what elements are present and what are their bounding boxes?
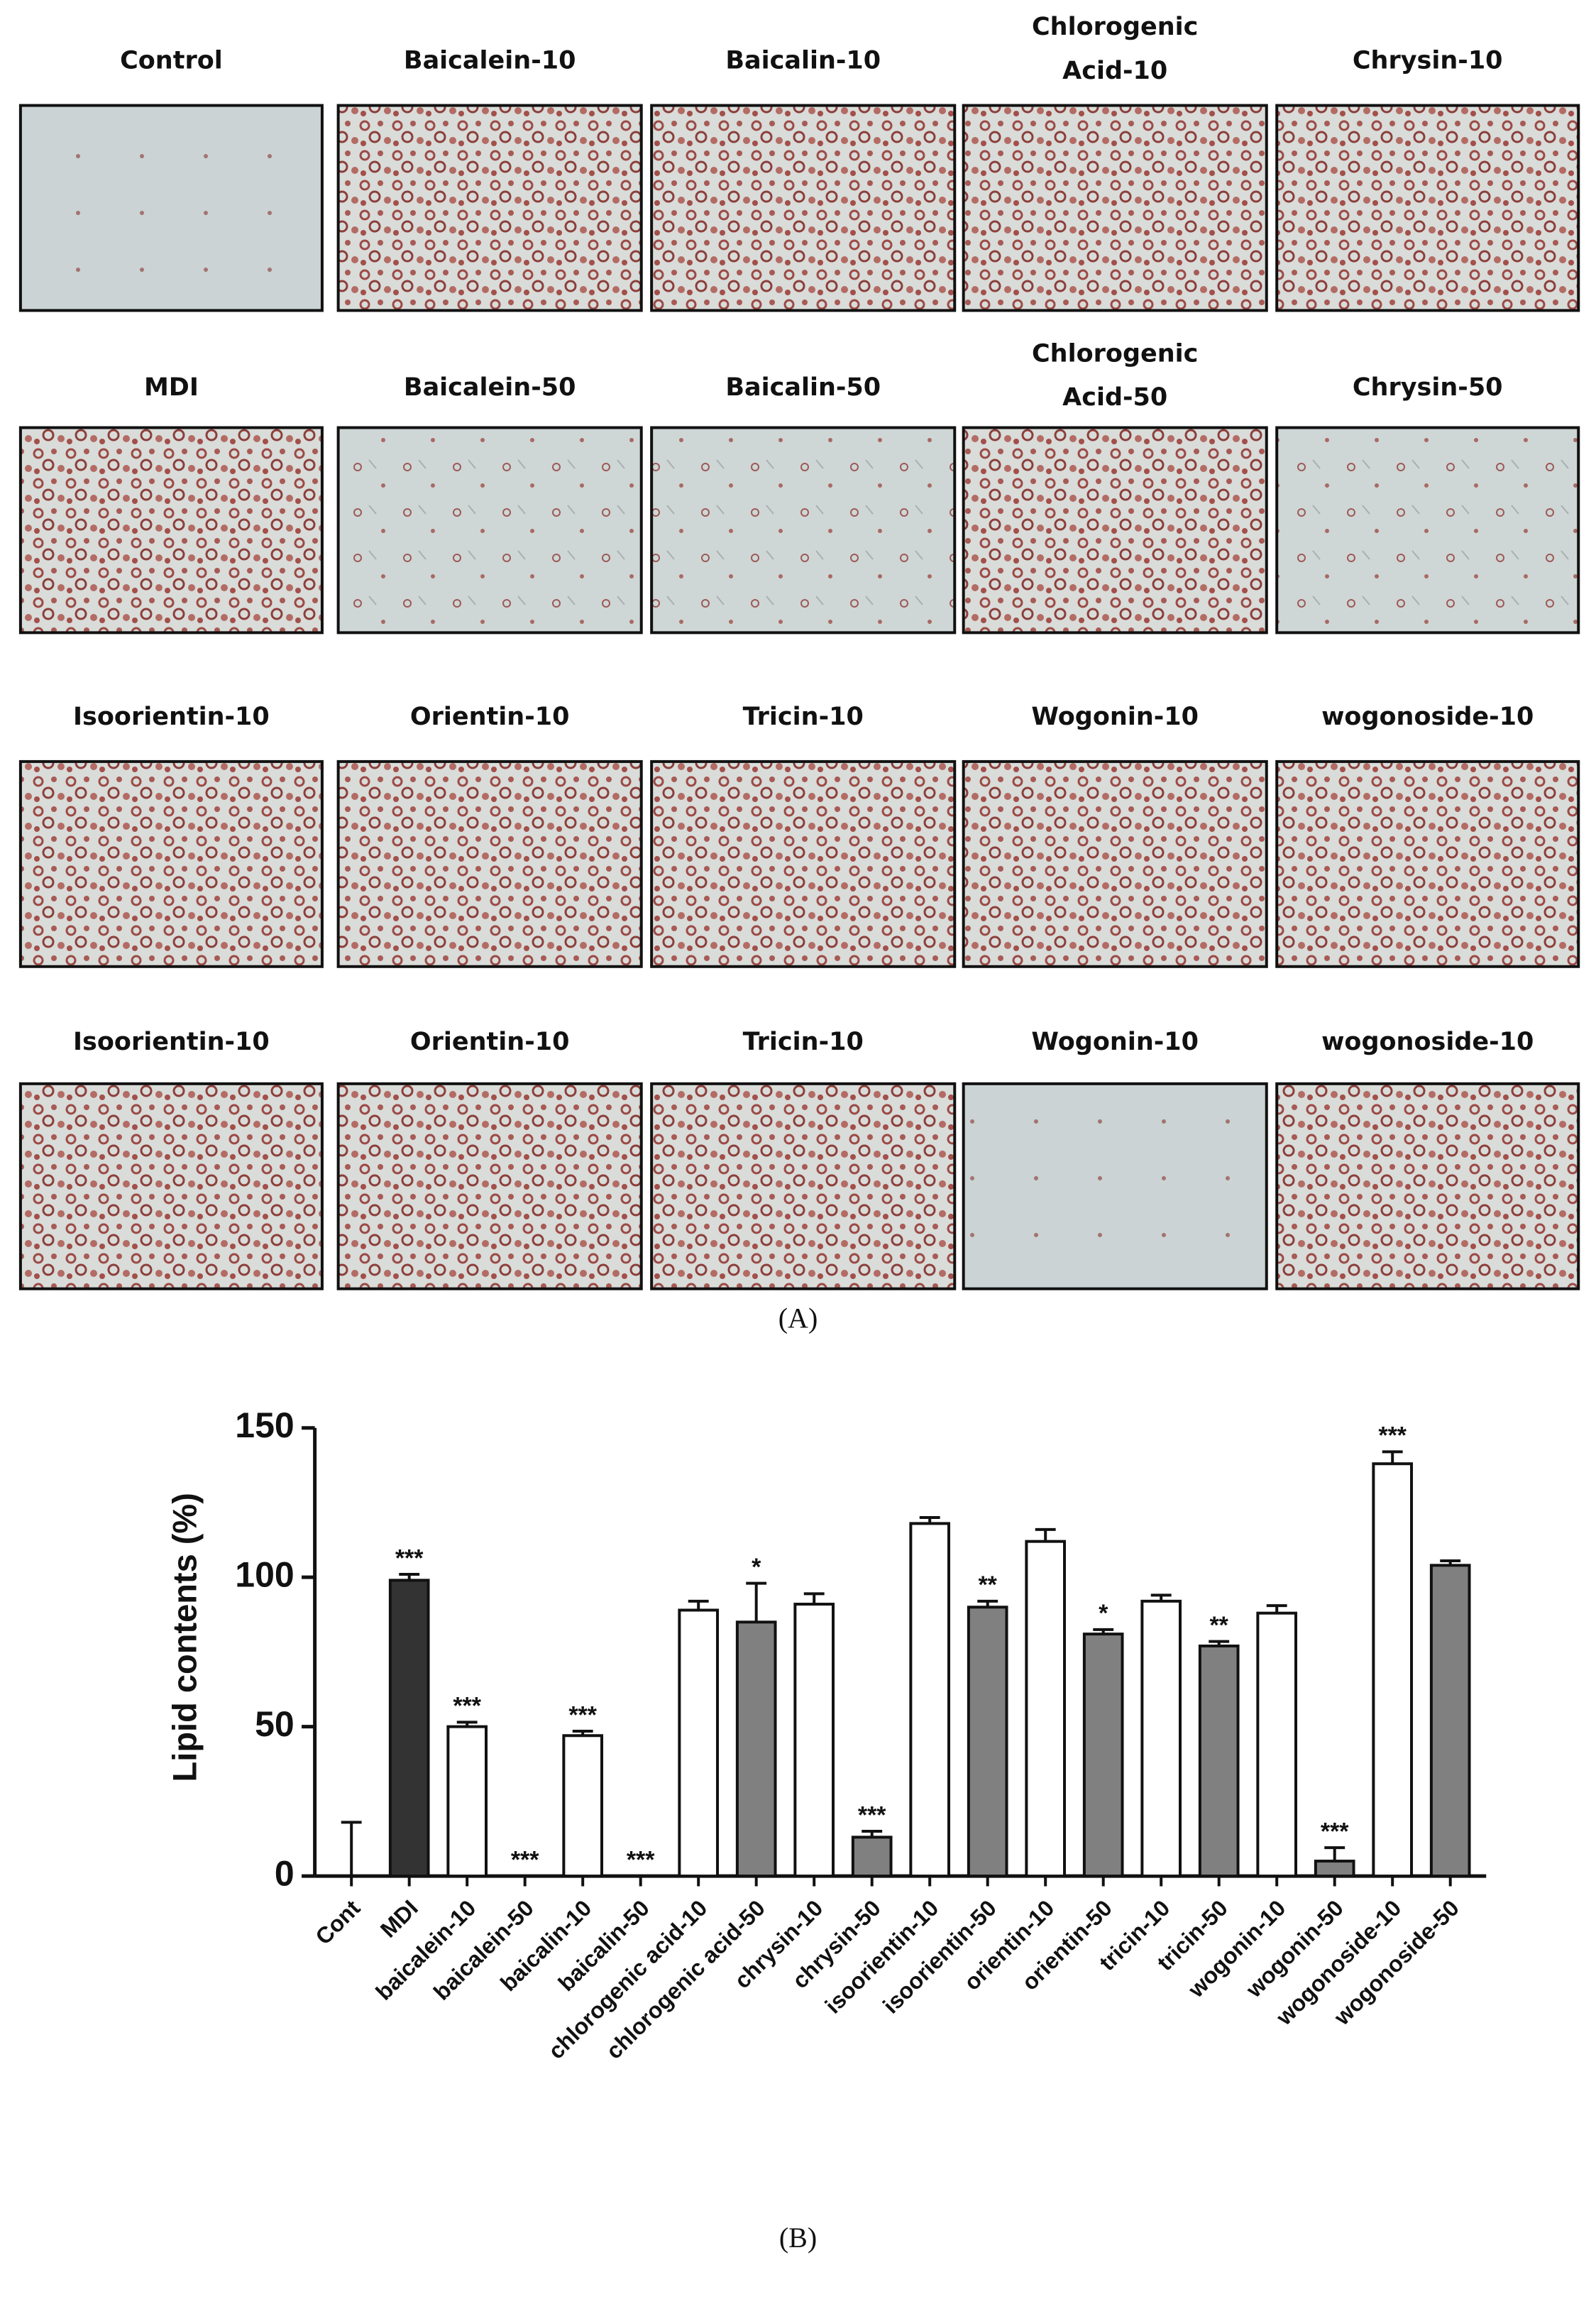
- image-label: Control: [120, 47, 223, 75]
- micrograph: [962, 104, 1268, 312]
- significance-label: ***: [568, 1701, 597, 1728]
- y-tick-label: 0: [275, 1853, 295, 1893]
- bar: [1140, 1599, 1182, 1878]
- bar: [851, 1836, 893, 1878]
- micrograph: [18, 1082, 324, 1290]
- micrograph: [650, 426, 957, 635]
- bar: [1256, 1611, 1298, 1878]
- bar: [967, 1606, 1008, 1878]
- image-label: Baicalein-50: [404, 373, 576, 402]
- significance-label: ***: [858, 1801, 886, 1828]
- significance-label: **: [978, 1571, 997, 1598]
- bar: [678, 1608, 720, 1878]
- micrograph: [336, 1082, 643, 1290]
- significance-label: *: [1099, 1600, 1108, 1627]
- micrograph: [650, 759, 957, 968]
- bar: [562, 1734, 604, 1878]
- significance-label: ***: [395, 1544, 424, 1571]
- micrograph: [962, 1082, 1268, 1290]
- micrograph: [650, 104, 957, 312]
- micrograph: [962, 759, 1268, 968]
- micrograph: [18, 759, 324, 968]
- bar: [1372, 1462, 1414, 1878]
- image-label: wogonoside-10: [1321, 703, 1534, 731]
- error-bar: [1035, 1527, 1056, 1542]
- y-tick-label: 150: [235, 1405, 294, 1445]
- y-axis-title: Lipid contents (%): [166, 1493, 204, 1782]
- image-label: Chrysin-10: [1353, 47, 1503, 75]
- error-bar: [688, 1599, 709, 1611]
- bar: [735, 1620, 777, 1878]
- image-label: Acid-50: [1062, 383, 1167, 412]
- x-tick-label: Cont: [310, 1895, 365, 1950]
- bar: [1198, 1644, 1240, 1878]
- bar: [388, 1579, 430, 1878]
- image-label: Baicalin-10: [725, 47, 881, 75]
- bar: [1025, 1540, 1067, 1878]
- image-label: Chrysin-50: [1353, 373, 1503, 402]
- significance-label: *: [752, 1554, 761, 1581]
- x-tick-label: baicalein-50: [429, 1895, 539, 2005]
- error-bar: [803, 1592, 825, 1605]
- micrograph: [1275, 104, 1580, 312]
- image-label: Acid-10: [1062, 57, 1167, 85]
- bar: [1082, 1633, 1124, 1878]
- panel-label: (A): [778, 1302, 818, 1334]
- micrograph: [18, 426, 324, 635]
- panel-a: Control Baicalein-10 Baicalin-10 Chlorogeni…: [18, 13, 1580, 1334]
- image-label: wogonoside-10: [1321, 1028, 1534, 1056]
- bar: [1314, 1860, 1355, 1878]
- significance-label: ***: [453, 1693, 481, 1720]
- micrograph: [1275, 759, 1580, 968]
- image-label: Orientin-10: [410, 1028, 570, 1056]
- image-label: Orientin-10: [410, 703, 570, 731]
- image-label: Tricin-10: [743, 703, 864, 731]
- micrograph: [336, 759, 643, 968]
- image-label: Isoorientin-10: [73, 1028, 270, 1056]
- image-label: Tricin-10: [743, 1028, 864, 1056]
- micrograph: [962, 426, 1268, 635]
- image-label: Chlorogenic: [1032, 339, 1198, 368]
- significance-label: **: [1209, 1612, 1228, 1639]
- image-label: Wogonin-10: [1031, 703, 1199, 731]
- micrograph: [336, 104, 643, 312]
- micrograph: [18, 104, 324, 312]
- error-bar: [341, 1821, 362, 1877]
- error-bar: [1382, 1450, 1403, 1464]
- image-label: MDI: [144, 373, 199, 402]
- micrograph: [1275, 426, 1580, 635]
- bar: [446, 1725, 488, 1878]
- panel-label: (B): [779, 2222, 817, 2254]
- micrograph: [1275, 1082, 1580, 1290]
- x-tick-label: MDI: [375, 1895, 423, 1943]
- error-bar: [746, 1581, 767, 1623]
- y-tick-label: 50: [255, 1704, 295, 1744]
- bar: [793, 1603, 835, 1878]
- image-label: Baicalein-10: [404, 47, 576, 75]
- image-label: Isoorientin-10: [73, 703, 270, 731]
- micrograph: [650, 1082, 957, 1290]
- error-bar: [1324, 1846, 1345, 1862]
- image-label: Chlorogenic: [1032, 13, 1198, 41]
- y-tick-label: 100: [235, 1554, 294, 1594]
- significance-label: ***: [511, 1846, 539, 1873]
- significance-label: ***: [627, 1846, 655, 1873]
- image-label: Wogonin-10: [1031, 1028, 1199, 1056]
- x-tick-label: baicalein-10: [370, 1895, 480, 2005]
- significance-label: ***: [1378, 1422, 1407, 1449]
- bar: [909, 1522, 951, 1878]
- image-label: Baicalin-50: [725, 373, 881, 402]
- bar: [1429, 1564, 1471, 1878]
- micrograph: [336, 426, 643, 635]
- significance-label: ***: [1321, 1818, 1349, 1845]
